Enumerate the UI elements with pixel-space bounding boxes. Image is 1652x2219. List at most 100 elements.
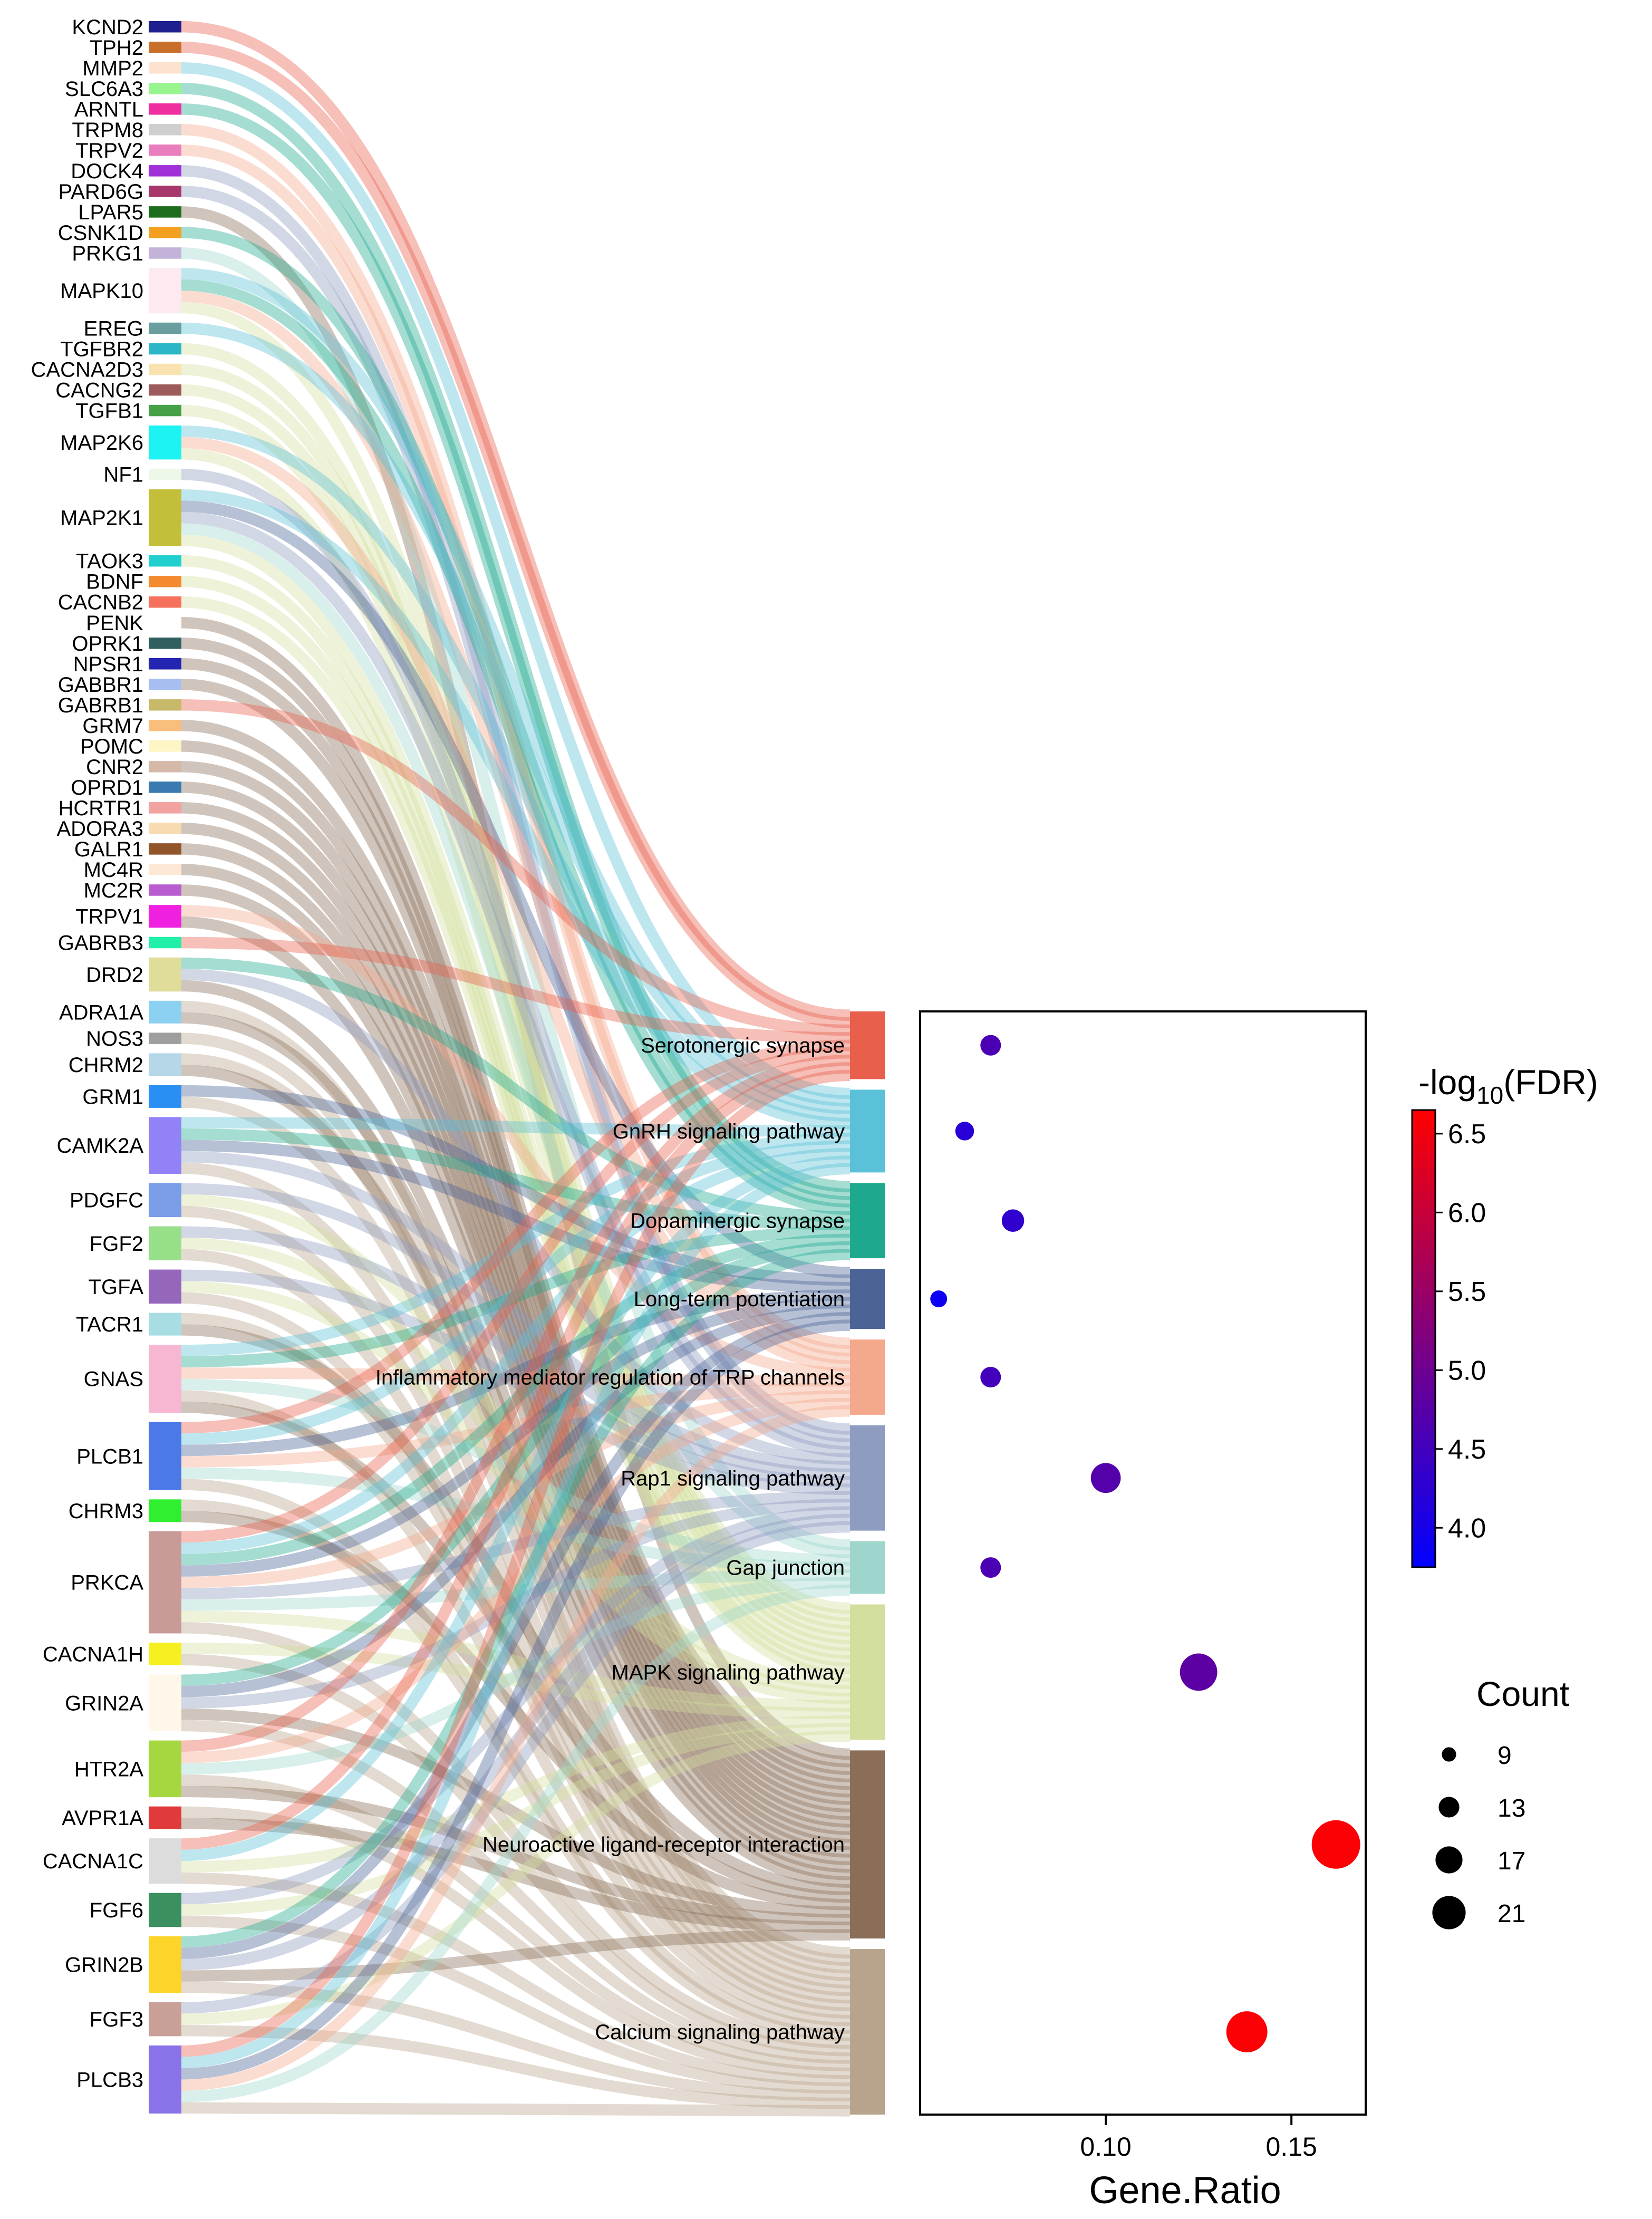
gene-label-gnas: GNAS [84,1368,143,1391]
link-grin2b-long-term-potentiation [181,1312,851,1959]
gene-label-nf1: NF1 [103,464,143,487]
gene-label-adora3: ADORA3 [57,817,144,841]
gene-node-cacna1c [149,1838,181,1884]
gene-label-cnr2: CNR2 [86,756,143,779]
link-oprd1-neuroactive-ligand-receptor-interaction [181,782,851,1820]
link-prkca-dopaminergic-synapse [181,1233,851,1566]
link-chrm3-calcium-signaling-pathway [181,1499,851,2041]
gene-label-gabrb1: GABRB1 [58,694,143,717]
gene-label-map2k1: MAP2K1 [60,507,143,530]
gene-label-pard6g: PARD6G [58,180,143,204]
x-tick-label-1: 0.15 [1266,2132,1317,2162]
gene-node-csnk1d [149,227,181,238]
gene-node-tgfbr2 [149,343,181,355]
gene-node-fgf2 [149,1226,181,1261]
link-prkca-calcium-signaling-pathway [181,1622,851,2049]
gene-node-taok3 [149,555,181,567]
gene-label-taok3: TAOK3 [76,550,143,573]
gene-label-chrm2: CHRM2 [69,1054,143,1077]
gene-label-dock4: DOCK4 [71,160,143,183]
link-oprk1-neuroactive-ligand-receptor-interaction [181,638,851,1775]
gene-node-grm7 [149,720,181,731]
link-cacna1h-mapk-signaling-pathway [181,1642,851,1720]
pathway-label-serotonergic-synapse: Serotonergic synapse [641,1034,845,1057]
gene-label-hcrtr1: HCRTR1 [58,797,143,820]
link-map2k6-gnrh-signaling-pathway [181,425,851,1122]
link-grin2b-calcium-signaling-pathway [181,1981,851,2102]
gene-node-tgfb1 [149,404,181,417]
dot-inflammatory-mediator-regulation-of-trp-channels [980,1367,1001,1388]
gene-node-htr2a [149,1740,181,1798]
gene-label-npsr1: NPSR1 [73,653,143,676]
link-prkca-long-term-potentiation [181,1297,851,1577]
pathway-node-gap-junction [850,1541,885,1594]
link-cacna1c-mapk-signaling-pathway [181,1715,851,1873]
gene-node-grin2a [149,1674,181,1732]
color-legend-title: -log10(FDR) [1418,1063,1598,1109]
link-fgf2-rap1-signaling-pathway [181,1226,851,1488]
gene-label-penk: PENK [86,612,143,635]
color-tick-label-4: 6.0 [1448,1198,1486,1228]
gene-node-kcnd2 [149,21,181,33]
color-tick-label-3: 5.5 [1448,1277,1486,1307]
pathway-node-serotonergic-synapse [850,1011,885,1079]
pathway-label-gnrh-signaling-pathway: GnRH signaling pathway [613,1120,845,1143]
pathway-label-inflammatory-mediator-regulation-of-trp-channels: Inflammatory mediator regulation of TRP … [375,1366,845,1390]
gene-label-grin2a: GRIN2A [65,1692,143,1715]
link-tacr1-neuroactive-ligand-receptor-interaction [181,1324,851,1896]
dot-calcium-signaling-pathway [1226,2011,1268,2052]
gene-label-mapk10: MAPK10 [60,279,143,303]
gene-node-pomc [149,740,181,752]
gene-label-plcb1: PLCB1 [76,1445,143,1468]
size-legend-label-1: 13 [1498,1795,1525,1822]
link-prkca-rap1-signaling-pathway [181,1491,851,1599]
gene-node-hcrtr1 [149,802,181,814]
gene-node-grin2b [149,1936,181,1993]
link-cacna2d3-mapk-signaling-pathway [181,363,851,1629]
pathway-node-gnrh-signaling-pathway [850,1089,885,1173]
link-grin2b-neuroactive-ligand-receptor-interaction [181,1929,851,1982]
gene-label-mc2r: MC2R [84,879,143,902]
link-mapk10-dopaminergic-synapse [181,279,851,1215]
link-pard6g-rap1-signaling-pathway [181,186,851,1443]
gene-node-penk [149,616,181,629]
gene-node-prkca [149,1531,181,1634]
link-chrm2-neuroactive-ligand-receptor-interaction [181,1064,851,1888]
link-htr2a-gap-junction [181,1577,851,1775]
link-prkca-gnrh-signaling-pathway [181,1147,851,1554]
link-htr2a-serotonergic-synapse [181,1055,851,1752]
gene-node-oprd1 [149,782,181,793]
gene-node-bdnf [149,575,181,587]
gene-label-csnk1d: CSNK1D [58,221,143,245]
gene-node-adra1a [149,1000,181,1024]
link-fgf3-calcium-signaling-pathway [181,2024,851,2109]
sankey-links [181,21,851,2117]
link-chrm3-neuroactive-ligand-receptor-interaction [181,1510,851,1911]
pathway-node-inflammatory-mediator-regulation-of-trp-channels [850,1339,885,1415]
link-map2k1-gnrh-signaling-pathway [181,489,851,1130]
size-legend-title: Count [1476,1674,1569,1713]
link-camk2a-gnrh-signaling-pathway [181,1117,851,1137]
link-gnas-calcium-signaling-pathway [181,1390,851,2027]
gene-node-nos3 [149,1033,181,1044]
link-galr1-neuroactive-ligand-receptor-interaction [181,843,851,1843]
gene-node-plcb1 [149,1422,181,1490]
gene-label-galr1: GALR1 [74,838,143,861]
legends: -log10(FDR) 4.0 4.5 5.0 5.5 6.0 6.5 Count 9 13 17 2… [1411,1063,1598,1929]
link-map2k1-gap-junction [181,523,851,1558]
gene-label-gabrb3: GABRB3 [58,931,143,954]
gene-label-cacna1h: CACNA1H [43,1643,143,1666]
link-tph2-serotonergic-synapse [181,42,851,1029]
link-tgfb1-mapk-signaling-pathway [181,404,851,1644]
gene-node-tacr1 [149,1313,181,1336]
gene-node-map2k6 [149,425,181,460]
link-gnas-neuroactive-ligand-receptor-interaction [181,1401,851,1903]
link-gabrb1-serotonergic-synapse [181,699,851,1036]
link-bdnf-mapk-signaling-pathway [181,575,851,1674]
link-cacna1c-serotonergic-synapse [181,1062,851,1850]
gene-label-lpar5: LPAR5 [78,201,143,224]
pathway-nodes: Serotonergic synapse GnRH signaling pathw… [375,1011,885,2115]
gene-node-map2k1 [149,489,181,546]
link-gnas-dopaminergic-synapse [181,1226,851,1368]
gene-label-drd2: DRD2 [86,963,143,987]
